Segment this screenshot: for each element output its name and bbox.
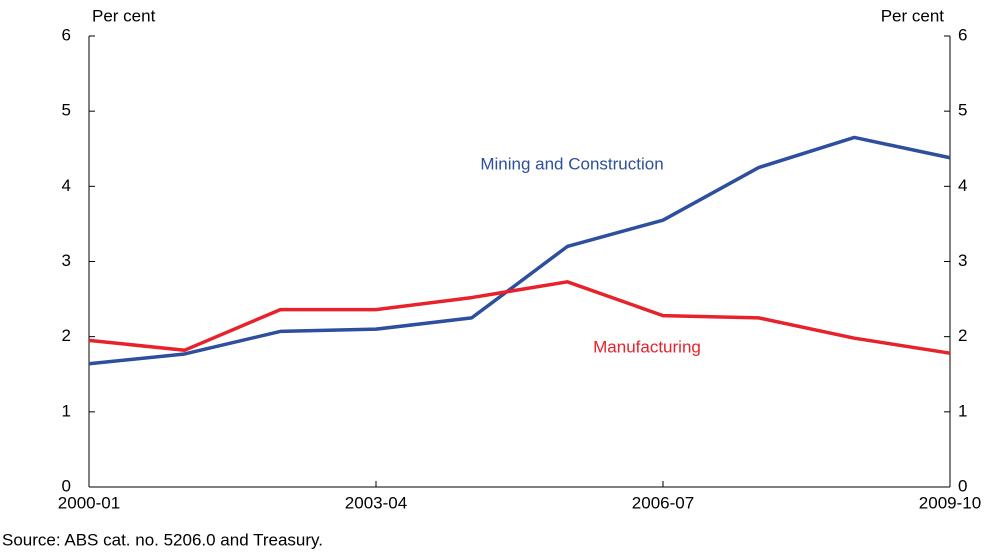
series-line: [88, 280, 951, 355]
x-tick-label: 2000-01: [58, 493, 120, 512]
y2-tick-label: 1: [958, 401, 967, 420]
x-tick-label: 2009-10: [919, 493, 981, 512]
y-tick-label: 1: [62, 401, 71, 420]
y-tick-label: 2: [62, 326, 71, 345]
y2-tick-label: 6: [958, 25, 967, 44]
x-tick-label: 2003-04: [345, 493, 407, 512]
x-tick-label: 2006-07: [632, 493, 694, 512]
y2-tick-label: 4: [958, 176, 967, 195]
y-axis-label: Per cent: [92, 6, 156, 25]
y2-tick-label: 5: [958, 101, 967, 120]
y-tick-label: 6: [62, 25, 71, 44]
series-label: Manufacturing: [593, 337, 701, 356]
source-note: Source: ABS cat. no. 5206.0 and Treasury…: [2, 530, 323, 549]
series-label: Mining and Construction: [480, 154, 663, 173]
y-tick-label: 0: [62, 476, 71, 495]
y-tick-label: 4: [62, 176, 71, 195]
y-tick-label: 3: [62, 251, 71, 270]
y-tick-label: 5: [62, 101, 71, 120]
y2-tick-label: 3: [958, 251, 967, 270]
y2-tick-label: 0: [958, 476, 967, 495]
y2-axis-label: Per cent: [881, 6, 945, 25]
y2-tick-label: 2: [958, 326, 967, 345]
series-line: [88, 135, 951, 366]
